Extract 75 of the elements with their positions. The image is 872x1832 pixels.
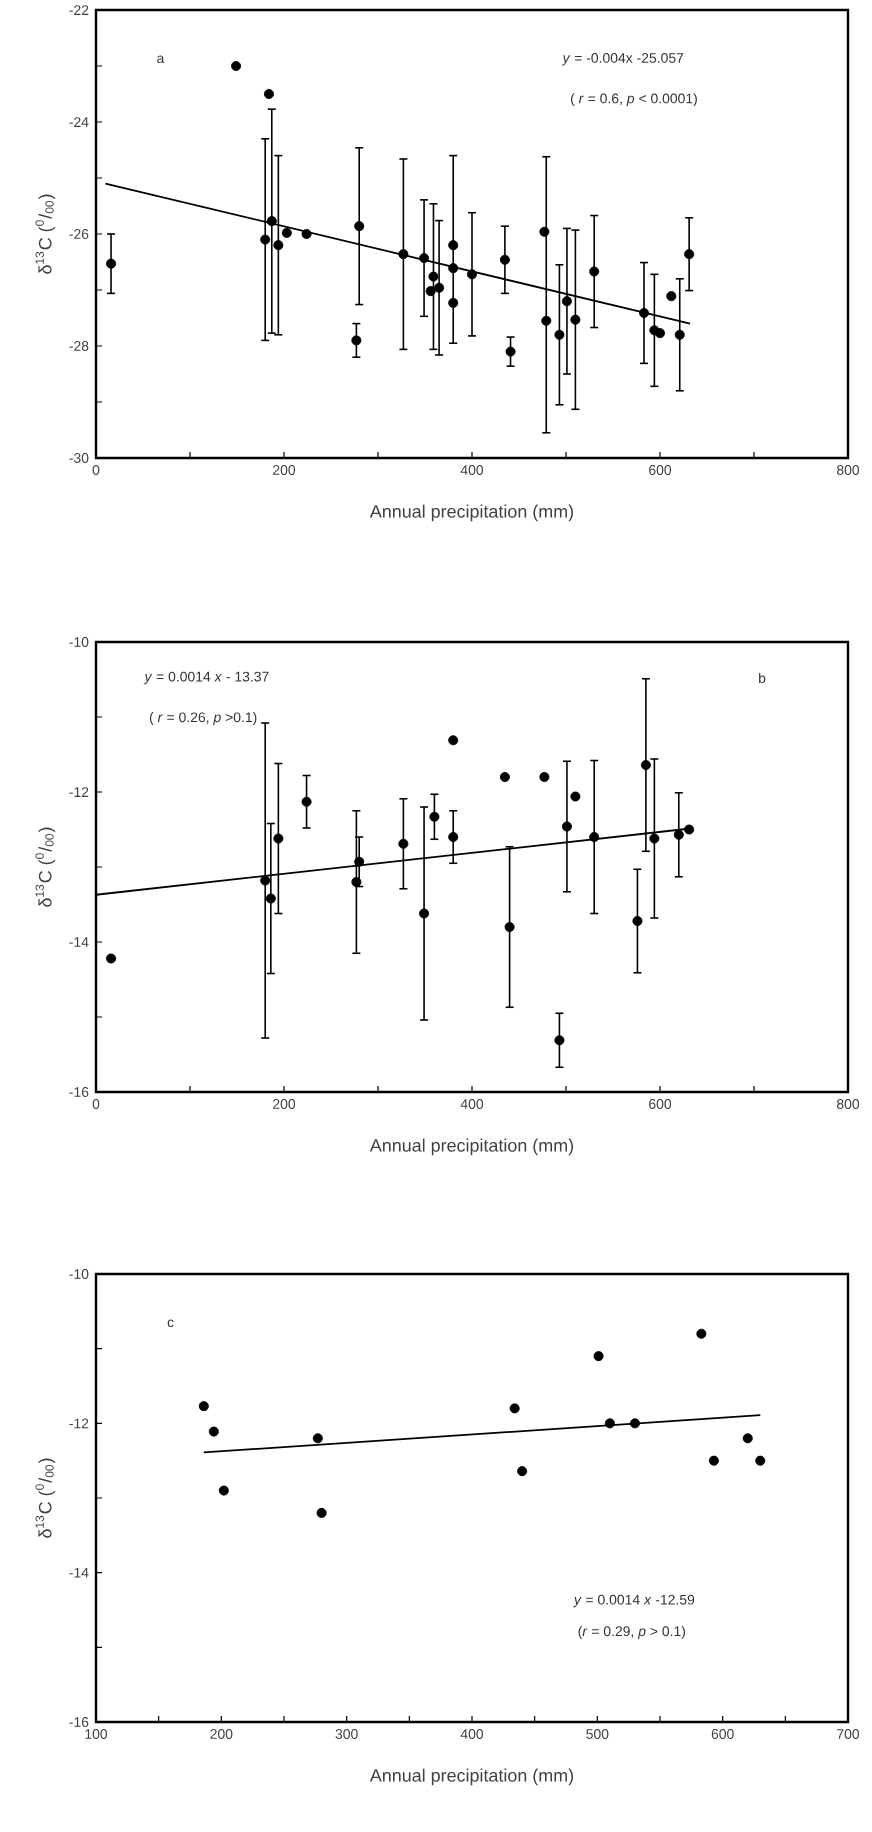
- point: [639, 307, 650, 318]
- point: [260, 234, 271, 245]
- point: [593, 1351, 604, 1362]
- point: [604, 1418, 615, 1429]
- point: [448, 263, 459, 274]
- x-axis-title: Annual precipitation (mm): [369, 504, 574, 522]
- point: [673, 829, 684, 840]
- point: [655, 328, 665, 339]
- point: [106, 953, 117, 964]
- point: [696, 1328, 707, 1339]
- point: [263, 89, 274, 100]
- point: [742, 1433, 753, 1444]
- point: [539, 226, 550, 237]
- point: [448, 735, 459, 746]
- point: [499, 254, 510, 265]
- point: [708, 1455, 719, 1466]
- point: [640, 760, 651, 771]
- point: [649, 833, 660, 844]
- point: [539, 772, 550, 783]
- point: [629, 1418, 640, 1429]
- point: [684, 249, 695, 260]
- point: [467, 269, 477, 280]
- point: [499, 772, 510, 783]
- point: [755, 1455, 766, 1466]
- point: [281, 227, 292, 238]
- point: [266, 216, 277, 227]
- point: [504, 922, 515, 933]
- point: [589, 266, 600, 277]
- x-axis-title: Annual precipitation (mm): [369, 1768, 574, 1786]
- point: [434, 282, 445, 293]
- point: [354, 856, 365, 867]
- x-axis-title: Annual precipitation (mm): [369, 1138, 574, 1156]
- point: [429, 811, 440, 822]
- point: [312, 1433, 323, 1444]
- point: [301, 796, 312, 807]
- point: [273, 240, 284, 251]
- point: [448, 240, 459, 251]
- point: [428, 271, 439, 282]
- point: [509, 1403, 520, 1414]
- point: [448, 297, 459, 308]
- y-axis-title: δ$^{13}$C ($^{0}$/$_{00}$): [35, 827, 56, 907]
- point: [231, 61, 242, 72]
- point: [198, 1401, 209, 1412]
- point: [570, 791, 581, 802]
- point: [554, 1035, 565, 1046]
- point: [419, 908, 430, 919]
- point: [517, 1466, 528, 1477]
- point: [301, 229, 312, 240]
- point: [218, 1485, 229, 1496]
- point: [351, 335, 362, 346]
- point: [561, 296, 572, 307]
- point: [419, 253, 430, 264]
- point: [541, 315, 552, 326]
- point: [106, 258, 117, 269]
- point: [398, 838, 409, 849]
- point: [316, 1507, 327, 1518]
- point: [208, 1426, 219, 1437]
- point: [589, 832, 600, 843]
- point: [554, 329, 565, 340]
- point: [632, 916, 643, 927]
- point: [666, 291, 677, 302]
- y-axis-title: δ$^{13}$C ($^{0}$/$_{00}$): [35, 1458, 56, 1538]
- point: [260, 875, 271, 886]
- point: [265, 893, 276, 904]
- point: [425, 286, 436, 297]
- point: [354, 221, 365, 232]
- point: [684, 824, 695, 835]
- point: [561, 821, 572, 832]
- point: [674, 329, 685, 340]
- point: [448, 832, 459, 843]
- point: [570, 314, 581, 325]
- point: [505, 346, 516, 357]
- point: [273, 833, 284, 844]
- point: [398, 249, 409, 260]
- y-axis-title: δ$^{13}$C ($^{0}$/$_{00}$): [35, 194, 56, 274]
